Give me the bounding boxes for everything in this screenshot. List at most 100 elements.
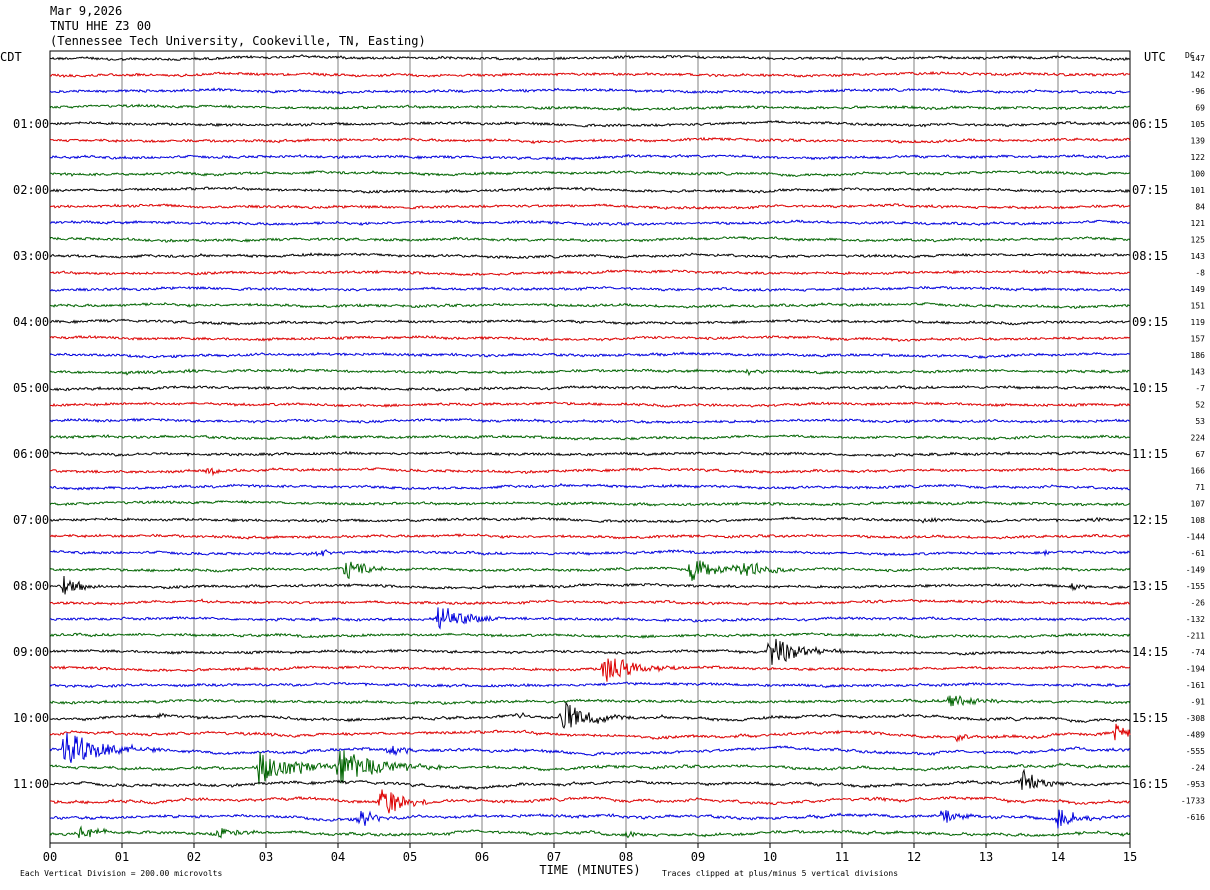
trace-row-0 [49, 54, 1131, 62]
trace-row-26 [49, 482, 1131, 491]
trace-row-39 [49, 695, 1131, 707]
trace-row-24 [49, 450, 1131, 458]
trace-row-21 [49, 401, 1131, 408]
dc-offset-label: -555 [1186, 747, 1205, 756]
trace-row-41 [49, 723, 1131, 743]
left-hour-label: 09:00 [13, 645, 49, 659]
left-hour-label: 06:00 [13, 447, 49, 461]
trace-row-17 [49, 335, 1131, 342]
left-hour-label: 07:00 [13, 513, 49, 527]
dc-offset-label: 52 [1195, 401, 1205, 410]
trace-row-15 [49, 302, 1131, 309]
dc-offset-label: -489 [1186, 731, 1205, 740]
grid [49, 50, 1131, 848]
trace-row-25 [49, 467, 1131, 477]
x-tick-label: 10 [763, 850, 777, 864]
dc-offset-label: -26 [1191, 599, 1206, 608]
traces [49, 54, 1131, 839]
trace-row-14 [49, 285, 1131, 293]
dc-offset-label: -24 [1191, 764, 1206, 773]
dc-offset-label: -1733 [1181, 797, 1205, 806]
trace-row-37 [49, 658, 1131, 682]
x-tick-label: 06 [475, 850, 489, 864]
trace-row-20 [49, 385, 1130, 392]
dc-offset-label: -211 [1186, 632, 1205, 641]
trace-row-29 [49, 533, 1131, 540]
trace-row-31 [49, 560, 1131, 581]
trace-row-42 [49, 732, 1131, 763]
dc-offset-label: 143 [1191, 252, 1206, 261]
dc-offset-label: 84 [1195, 203, 1205, 212]
dc-offset-label: 157 [1191, 335, 1206, 344]
x-tick-label: 14 [1051, 850, 1065, 864]
dc-offset-label: -74 [1191, 648, 1206, 657]
dc-offset-label: 53 [1195, 417, 1205, 426]
trace-row-46 [49, 809, 1131, 829]
dc-offset-label: 105 [1191, 120, 1206, 129]
dc-offset-label: -953 [1186, 780, 1205, 789]
trace-row-8 [49, 186, 1131, 194]
trace-row-38 [49, 681, 1131, 689]
trace-row-45 [49, 789, 1131, 814]
x-tick-label: 09 [691, 850, 705, 864]
header-station: TNTU HHE Z3 00 [50, 19, 152, 33]
trace-row-13 [49, 269, 1131, 277]
x-tick-label: 11 [835, 850, 849, 864]
trace-row-40 [49, 701, 1131, 729]
dc-offset-label: 107 [1191, 500, 1206, 509]
x-tick-label: 04 [331, 850, 345, 864]
trace-row-36 [49, 638, 1131, 665]
right-timezone-label: UTC [1144, 50, 1166, 64]
labels: CDT UTC DC TIME (MINUTES) Each Vertical … [0, 50, 1205, 878]
dc-offset-label: 121 [1191, 219, 1206, 228]
dc-offset-label: 122 [1191, 153, 1206, 162]
dc-offset-label: 139 [1191, 137, 1206, 146]
dc-offset-label: -149 [1186, 566, 1205, 575]
trace-row-2 [49, 87, 1131, 95]
trace-row-9 [49, 203, 1131, 210]
left-hour-label: 01:00 [13, 117, 49, 131]
trace-row-27 [49, 499, 1131, 507]
plot-frame [49, 50, 1131, 844]
trace-row-3 [49, 103, 1131, 112]
x-tick-label: 00 [43, 850, 57, 864]
dc-offset-label: 71 [1195, 483, 1205, 492]
left-hour-label: 03:00 [13, 249, 49, 263]
left-hour-label: 11:00 [13, 777, 49, 791]
left-timezone-label: CDT [0, 50, 22, 64]
dc-offset-label: -96 [1191, 87, 1206, 96]
dc-offset-label: 151 [1191, 302, 1206, 311]
right-hour-label: 10:15 [1132, 381, 1168, 395]
x-tick-label: 02 [187, 850, 201, 864]
right-hour-label: 08:15 [1132, 249, 1168, 263]
right-hour-label: 14:15 [1132, 645, 1168, 659]
trace-row-22 [49, 417, 1131, 424]
x-tick-label: 13 [979, 850, 993, 864]
x-axis-label: TIME (MINUTES) [539, 863, 640, 877]
trace-row-43 [49, 750, 1131, 785]
right-hour-label: 15:15 [1132, 711, 1168, 725]
trace-row-1 [49, 70, 1131, 78]
dc-offset-label: 142 [1191, 71, 1206, 80]
trace-row-19 [49, 367, 1131, 377]
x-tick-label: 08 [619, 850, 633, 864]
x-tick-label: 12 [907, 850, 921, 864]
trace-row-5 [49, 136, 1131, 145]
footer-vertical-division: Each Vertical Division = 200.00 microvol… [20, 869, 222, 878]
header-date: Mar 9,2026 [50, 4, 123, 18]
dc-offset-label: 149 [1191, 285, 1206, 294]
dc-offset-label: 143 [1191, 368, 1206, 377]
trace-row-23 [49, 434, 1131, 441]
right-hour-label: 13:15 [1132, 579, 1168, 593]
trace-row-33 [49, 598, 1131, 606]
right-hour-label: 06:15 [1132, 117, 1168, 131]
dc-offset-label: -132 [1186, 615, 1205, 624]
right-hour-label: 16:15 [1132, 777, 1168, 791]
dc-offset-label: 125 [1191, 236, 1206, 245]
x-tick-label: 05 [403, 850, 417, 864]
x-tick-label: 01 [115, 850, 129, 864]
dc-offset-label: -7 [1195, 384, 1205, 393]
trace-row-7 [49, 170, 1131, 178]
trace-row-4 [49, 120, 1131, 128]
left-hour-label: 10:00 [13, 711, 49, 725]
